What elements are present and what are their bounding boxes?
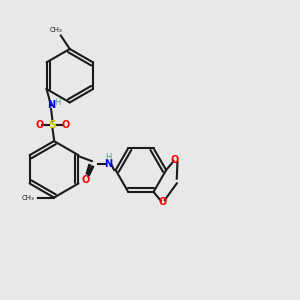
Text: S: S — [49, 120, 56, 130]
Text: H: H — [54, 98, 61, 107]
Text: O: O — [82, 176, 90, 185]
Text: N: N — [47, 100, 55, 110]
Text: N: N — [104, 159, 112, 169]
Text: CH₃: CH₃ — [22, 195, 35, 201]
Text: O: O — [35, 120, 43, 130]
Text: H: H — [105, 153, 111, 162]
Text: O: O — [158, 197, 166, 207]
Text: O: O — [171, 155, 179, 165]
Text: O: O — [62, 120, 70, 130]
Text: CH₃: CH₃ — [50, 27, 63, 33]
